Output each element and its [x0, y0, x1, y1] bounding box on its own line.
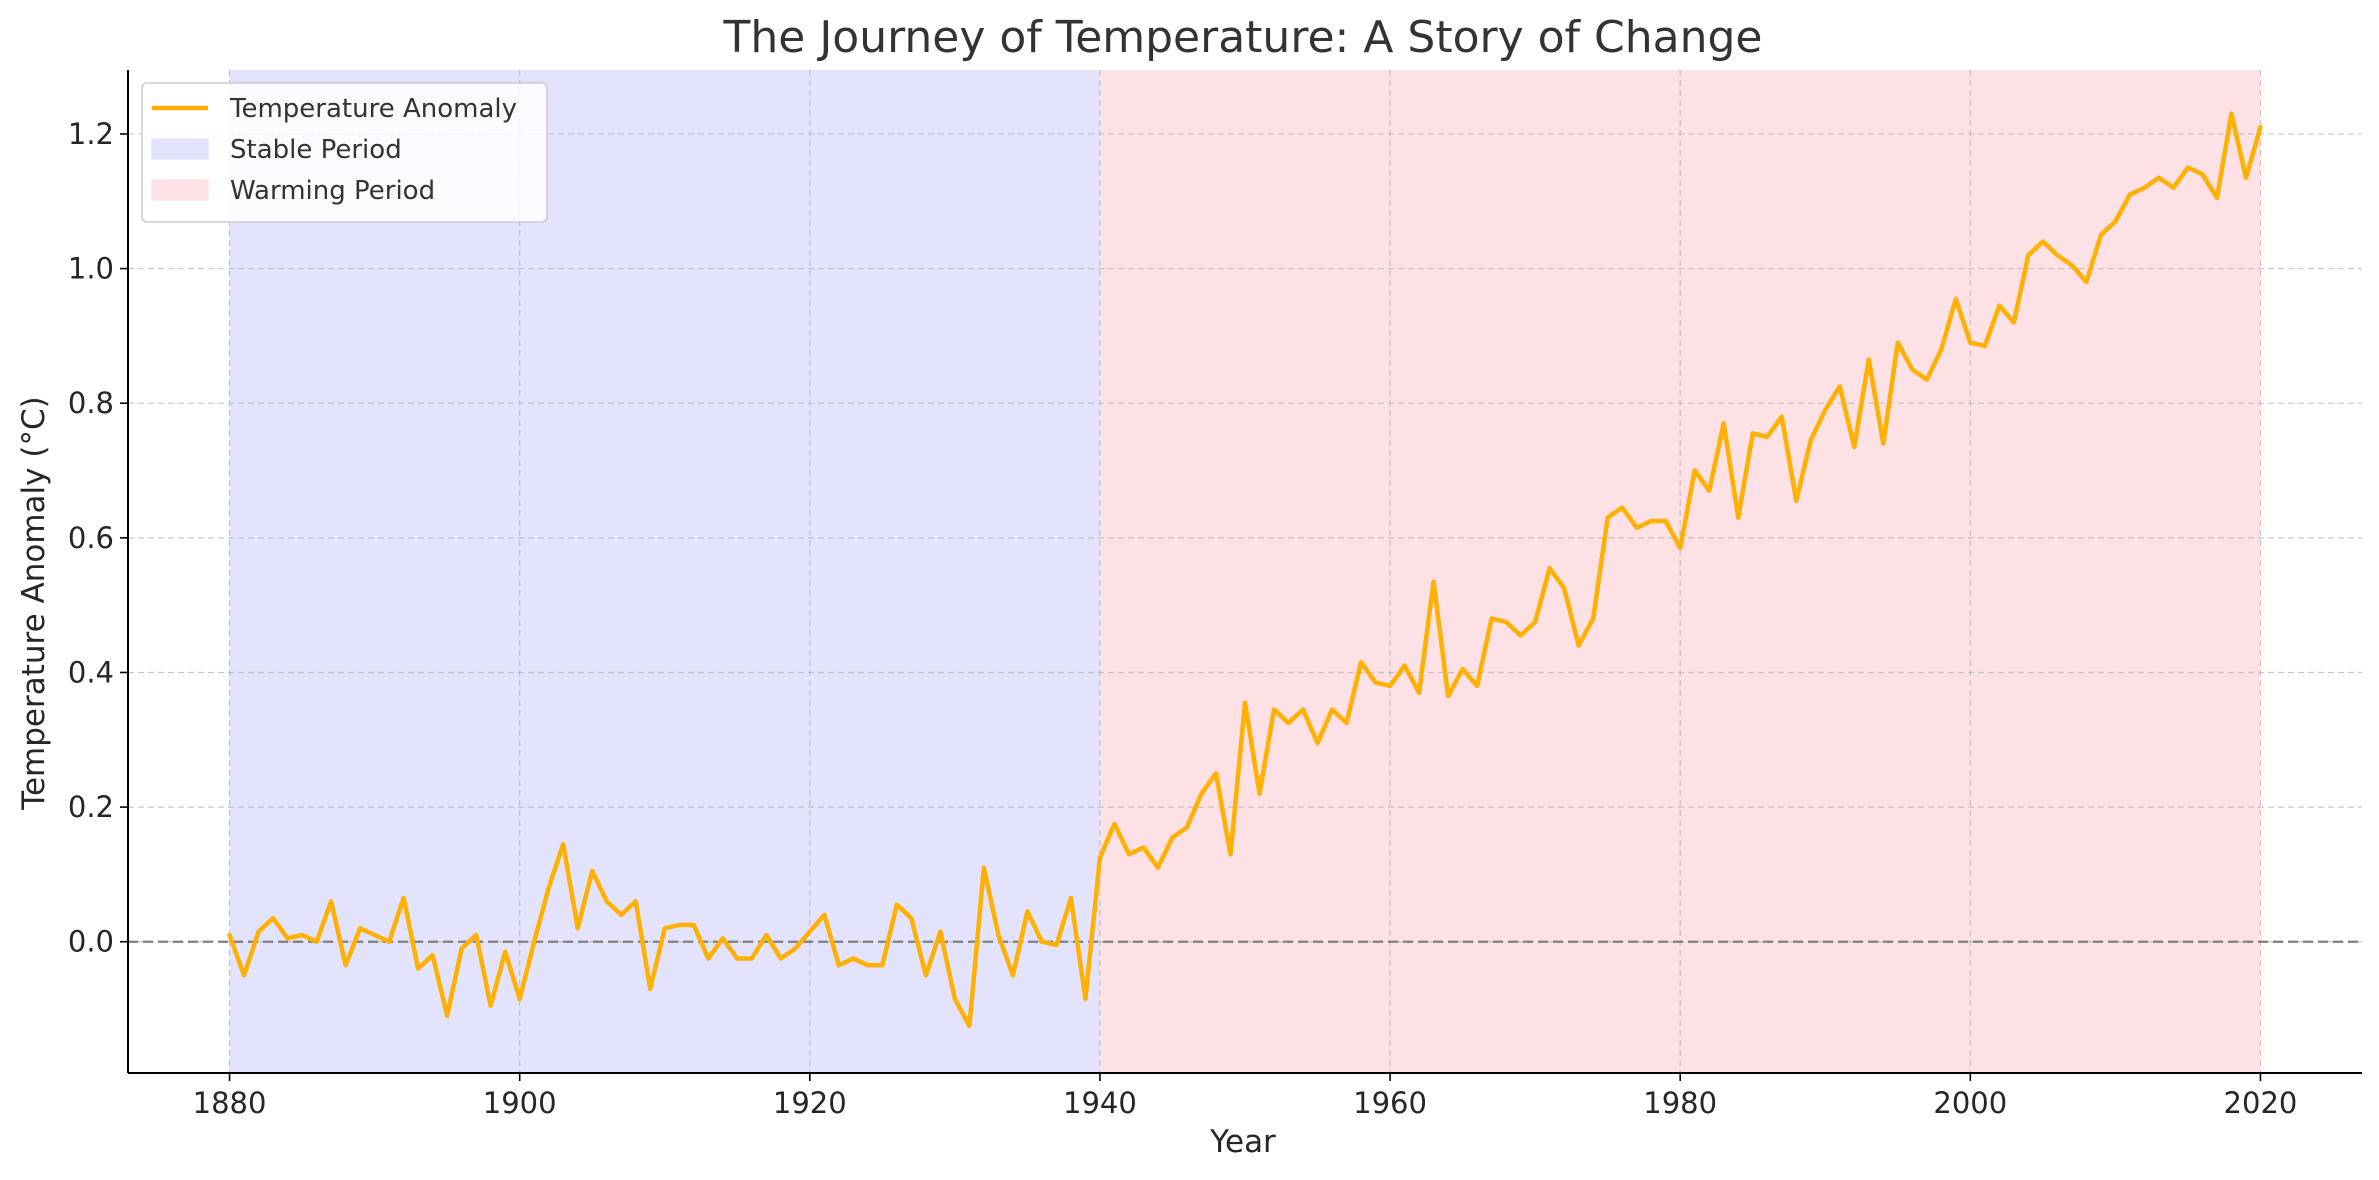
- y-tick-label: 1.0: [68, 252, 114, 286]
- y-tick-label: 0.0: [68, 925, 114, 959]
- y-tick-label: 0.6: [68, 521, 114, 555]
- legend-swatch-stable-period: [151, 138, 209, 160]
- period-regions: [229, 70, 2261, 1073]
- y-tick-label: 0.8: [68, 386, 114, 420]
- axes: [127, 70, 2362, 1074]
- y-tick-label: 0.2: [68, 790, 114, 824]
- x-tick-label: 1920: [773, 1086, 847, 1120]
- legend-label-stable-period: Stable Period: [230, 135, 402, 165]
- series-layer: [227, 111, 2263, 1029]
- legend: Temperature Anomaly Stable Period Warming …: [141, 82, 548, 223]
- x-tick-label: 1880: [193, 1086, 267, 1120]
- y-axis-ticks: 0.0 0.2 0.4 0.6 0.8 1.0 1.2: [68, 117, 128, 959]
- y-axis-label: Temperature Anomaly (°C): [16, 396, 52, 810]
- x-tick-label: 1960: [1353, 1086, 1427, 1120]
- x-tick-label: 1980: [1643, 1086, 1717, 1120]
- grid: [128, 70, 2362, 1073]
- y-tick-label: 0.4: [68, 655, 114, 689]
- legend-swatch-warming-period: [151, 179, 209, 201]
- x-tick-label: 1940: [1063, 1086, 1137, 1120]
- x-tick-label: 2020: [2224, 1086, 2298, 1120]
- region-stable-period: [229, 70, 1100, 1073]
- legend-label-warming-period: Warming Period: [230, 176, 435, 206]
- x-tick-label: 1900: [483, 1086, 557, 1120]
- legend-box: [141, 82, 548, 223]
- series-line-temperature-anomaly: [227, 111, 2263, 1029]
- x-tick-label: 2000: [1933, 1086, 2007, 1120]
- x-axis-ticks: 1880 1900 1920 1940 1960 1980 2000 2020: [193, 1073, 2298, 1120]
- y-tick-label: 1.2: [68, 117, 114, 151]
- chart-title: The Journey of Temperature: A Story of C…: [723, 12, 1763, 63]
- legend-label-temperature-anomaly: Temperature Anomaly: [229, 94, 517, 124]
- x-axis-label: Year: [1209, 1124, 1276, 1160]
